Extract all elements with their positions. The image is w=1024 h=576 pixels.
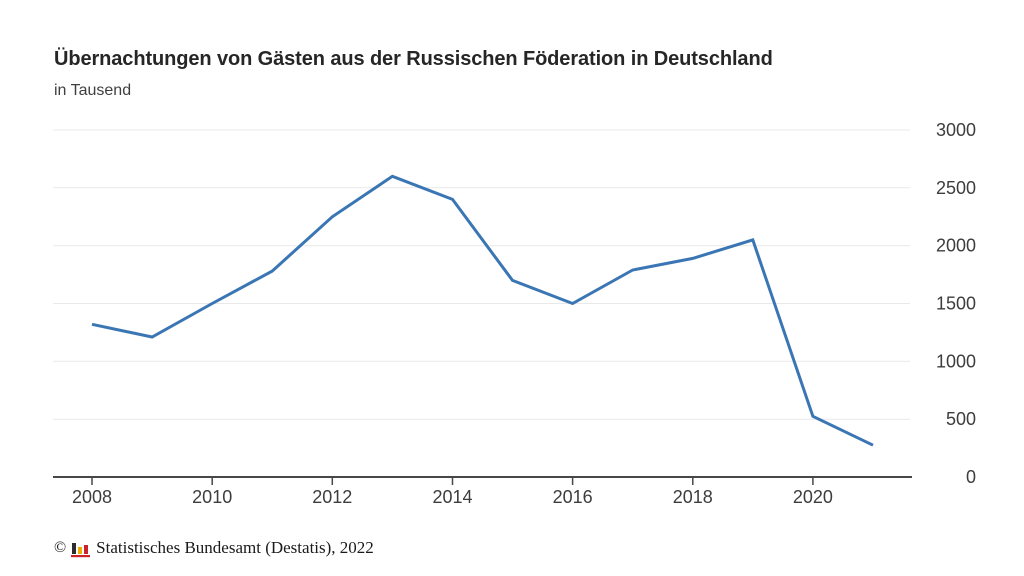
- page-title: Übernachtungen von Gästen aus der Russis…: [54, 48, 773, 70]
- chart-subtitle: in Tausend: [54, 82, 132, 99]
- source-line: © Statistisches Bundesamt (Destatis), 20…: [54, 538, 374, 558]
- x-tick-label: 2020: [793, 487, 833, 507]
- y-tick-label: 2000: [936, 236, 976, 256]
- y-tick-label: 3000: [936, 120, 976, 140]
- data-line: [91, 174, 874, 447]
- destatis-bar-chart-icon: [71, 542, 91, 557]
- logo-bar-gold: [78, 546, 83, 554]
- logo-baseline: [71, 554, 91, 557]
- x-tick-label: 2008: [72, 487, 112, 507]
- y-tick-label: 1000: [936, 351, 976, 371]
- logo-bar-black: [72, 542, 77, 554]
- y-tick-label: 0: [966, 467, 976, 487]
- x-tick-label: 2016: [553, 487, 593, 507]
- y-tick-label: 1500: [936, 294, 976, 314]
- x-tick-label: 2014: [432, 487, 472, 507]
- source-text: Statistisches Bundesamt (Destatis), 2022: [96, 538, 374, 557]
- x-tick-label: 2010: [192, 487, 232, 507]
- copyright-symbol: ©: [54, 539, 67, 556]
- logo-bar-red: [84, 544, 89, 554]
- y-tick-label: 500: [946, 409, 976, 429]
- x-tick-label: 2018: [673, 487, 713, 507]
- x-tick-label: 2012: [312, 487, 352, 507]
- y-tick-label: 2500: [936, 178, 976, 198]
